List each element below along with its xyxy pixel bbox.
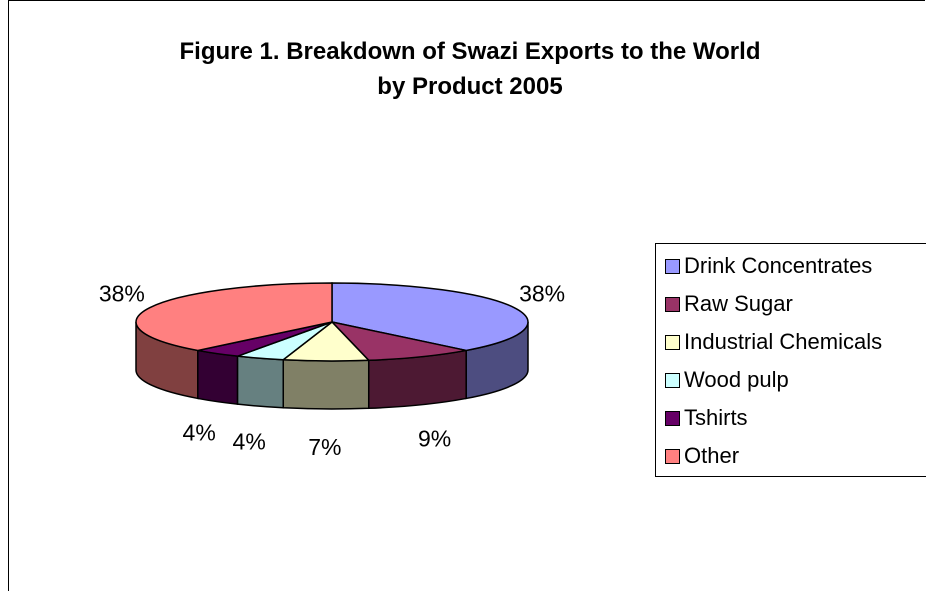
legend-label: Raw Sugar: [684, 291, 793, 316]
legend-item-wood-pulp: Wood pulp: [665, 365, 789, 395]
legend-swatch: [665, 448, 680, 464]
legend-swatch: [665, 372, 680, 388]
pie-slice-drink-concentrates: [331, 282, 529, 352]
legend-swatch: [665, 258, 680, 274]
data-label-wood-pulp: 4%: [233, 429, 266, 455]
data-label-tshirts: 4%: [183, 419, 216, 445]
legend-swatch: [665, 334, 680, 350]
legend-item-tshirts: Tshirts: [665, 403, 748, 433]
data-label-raw-sugar: 9%: [418, 426, 451, 452]
pie-side-tshirts: [197, 349, 239, 406]
legend-label: Drink Concentrates: [684, 253, 873, 278]
legend-label: Wood pulp: [684, 367, 789, 392]
legend-label: Industrial Chemicals: [684, 329, 883, 354]
legend: Drink Concentrates Raw Sugar Industrial Ch…: [655, 243, 926, 477]
data-label-drink-concentrates: 38%: [519, 281, 565, 307]
legend-swatch: [665, 296, 680, 312]
pie-slice-other: [135, 282, 333, 352]
chart-title-line2: by Product 2005: [377, 73, 563, 100]
legend-item-other: Other: [665, 441, 739, 471]
pie-side-industrial-chemicals: [282, 358, 370, 410]
data-label-industrial-chemicals: 7%: [308, 434, 341, 460]
chart-area: [8, 0, 925, 591]
legend-item-drink-concentrates: Drink Concentrates: [665, 251, 872, 281]
chart-title: Figure 1. Breakdown of Swazi Exports to …: [60, 34, 880, 104]
legend-item-raw-sugar: Raw Sugar: [665, 289, 793, 319]
legend-swatch: [665, 410, 680, 426]
legend-label: Other: [684, 443, 740, 468]
chart-title-line1: Figure 1. Breakdown of Swazi Exports to …: [179, 38, 761, 65]
pie-slice-raw-sugar: [329, 320, 467, 362]
legend-label: Tshirts: [684, 405, 748, 430]
legend-item-industrial-chemicals: Industrial Chemicals: [665, 327, 882, 357]
data-label-other: 38%: [99, 281, 145, 307]
pie-side-wood-pulp: [236, 355, 285, 409]
